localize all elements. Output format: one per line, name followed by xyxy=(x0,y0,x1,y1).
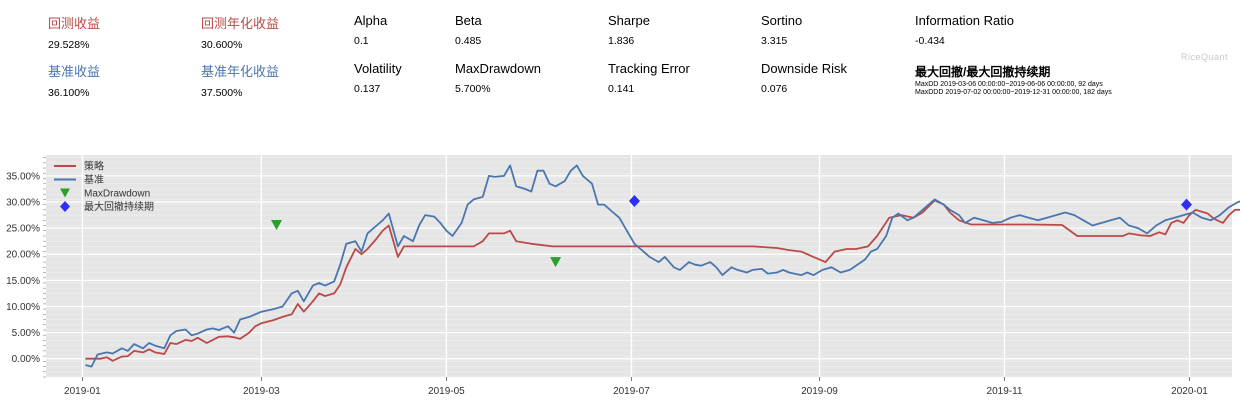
metric-sortino: Sortino 3.315 xyxy=(761,13,802,47)
max-drawdown-duration-line: MaxDDD 2019-07-02 00:00:00~2019-12-31 00… xyxy=(915,89,1112,96)
max-drawdown-duration-box: 最大回撤/最大回撤持续期 MaxDD 2019-03-06 00:00:00~2… xyxy=(915,63,1112,97)
legend-swatch-diamond xyxy=(60,201,70,212)
max-drawdown-duration-title: 最大回撤/最大回撤持续期 xyxy=(915,65,1051,79)
metric-label: Alpha xyxy=(354,13,388,28)
legend-swatch-triangle xyxy=(60,188,70,198)
x-tick-label: 2019-03 xyxy=(243,386,280,397)
x-tick-label: 2019-01 xyxy=(64,386,101,397)
y-tick-label: 25.00% xyxy=(6,224,40,235)
ricequant-watermark: RiceQuant xyxy=(1181,52,1229,62)
y-tick-label: 30.00% xyxy=(6,198,40,209)
metric-value: 3.315 xyxy=(761,35,788,47)
metric-value: 37.500% xyxy=(201,87,243,99)
metric-label: Downside Risk xyxy=(761,61,847,76)
max-drawdown-duration-marker xyxy=(1181,198,1193,211)
metric-information-ratio: Information Ratio -0.434 xyxy=(915,13,1014,47)
metric-tracking-error: Tracking Error 0.141 xyxy=(608,61,690,95)
series-layer xyxy=(85,164,1240,368)
metric-label: Beta xyxy=(455,13,482,28)
y-tick-label: 15.00% xyxy=(6,276,40,287)
metric-volatility: Volatility 0.137 xyxy=(354,61,402,95)
y-tick-label: 5.00% xyxy=(12,328,40,339)
metric-label: 回测年化收益 xyxy=(201,16,280,31)
max-drawdown-duration-marker xyxy=(628,194,640,207)
y-tick-label: 0.00% xyxy=(12,354,40,365)
markers-layer xyxy=(271,194,1193,268)
metric-value: 29.528% xyxy=(48,39,90,51)
x-tick-label: 2019-07 xyxy=(613,386,650,397)
metric-value: 0.141 xyxy=(608,83,635,95)
metric-alpha: Alpha 0.1 xyxy=(354,13,387,47)
metric-backtest-annual-return: 回测年化收益 30.600% xyxy=(201,13,279,51)
metric-label: MaxDrawdown xyxy=(455,61,541,76)
x-tick-label: 2019-05 xyxy=(428,386,465,397)
series-line-1 xyxy=(85,164,1240,368)
metric-label: 基准年化收益 xyxy=(201,64,280,79)
metric-beta: Beta 0.485 xyxy=(455,13,482,47)
grid xyxy=(46,155,1232,378)
series-line-0 xyxy=(85,199,1240,362)
legend-label: 策略 xyxy=(84,160,104,173)
metric-value: 1.836 xyxy=(608,35,635,47)
legend-label: MaxDrawdown xyxy=(84,189,150,200)
metric-benchmark-return: 基准收益 36.100% xyxy=(48,61,100,99)
max-drawdown-line: MaxDD 2019-03-06 00:00:00~2019-06-06 00:… xyxy=(915,81,1103,88)
y-axis: 0.00% 5.00% 10.00% 15.00% 20.00% 25.00% 30.00%… xyxy=(6,157,46,378)
metric-value: 0.137 xyxy=(354,83,381,95)
x-tick-label: 2019-09 xyxy=(801,386,838,397)
plot-area xyxy=(46,155,1232,377)
legend-label: 基准 xyxy=(84,173,104,186)
metric-backtest-return: 回测收益 29.528% xyxy=(48,13,100,51)
y-tick-label: 10.00% xyxy=(6,302,40,313)
metric-sharpe: Sharpe 1.836 xyxy=(608,13,650,47)
returns-chart: 0.00% 5.00% 10.00% 15.00% 20.00% 25.00% 30.00%… xyxy=(6,155,1240,397)
metric-value: 30.600% xyxy=(201,39,243,51)
metric-label: Information Ratio xyxy=(915,13,1014,28)
x-axis: 2019-01 2019-03 2019-05 2019-07 2019-09 2019-… xyxy=(64,377,1208,397)
metric-downside-risk: Downside Risk 0.076 xyxy=(761,61,847,95)
metric-label: Sortino xyxy=(761,13,803,28)
metric-value: 5.700% xyxy=(455,83,491,95)
metric-label: Volatility xyxy=(354,61,402,76)
max-drawdown-marker xyxy=(271,219,283,230)
metric-value: 0.076 xyxy=(761,83,788,95)
metric-value: 0.1 xyxy=(354,35,369,47)
metric-value: 0.485 xyxy=(455,35,482,47)
metric-label: Tracking Error xyxy=(608,61,690,76)
y-tick-label: 20.00% xyxy=(6,250,40,261)
metric-max-drawdown: MaxDrawdown 5.700% xyxy=(455,61,541,95)
x-tick-label: 2019-11 xyxy=(987,386,1023,397)
legend-label: 最大回撤持续期 xyxy=(84,200,154,213)
metric-benchmark-annual-return: 基准年化收益 37.500% xyxy=(201,61,279,99)
max-drawdown-marker xyxy=(550,257,562,268)
metric-label: 基准收益 xyxy=(48,64,101,79)
y-tick-label: 35.00% xyxy=(6,171,40,182)
metric-value: -0.434 xyxy=(915,35,945,47)
metric-label: Sharpe xyxy=(608,13,650,28)
metric-label: 回测收益 xyxy=(48,16,101,31)
metric-value: 36.100% xyxy=(48,87,90,99)
x-tick-label: 2020-01 xyxy=(1171,386,1208,397)
